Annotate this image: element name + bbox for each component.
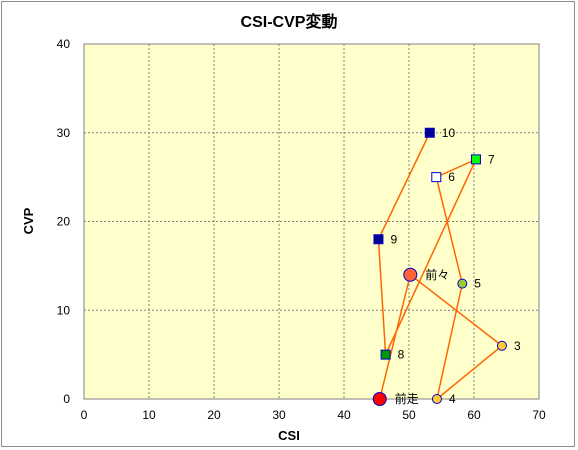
data-point-label: 3 — [514, 339, 521, 353]
series-line — [377, 132, 504, 401]
y-tick-label: 40 — [57, 37, 71, 51]
data-point-label: 前々 — [425, 267, 449, 282]
x-tick-label: 70 — [532, 408, 546, 422]
x-tick-label: 10 — [142, 408, 156, 422]
data-point-label: 前走 — [395, 391, 419, 406]
data-point-marker — [431, 172, 442, 183]
grid-layer — [84, 44, 539, 399]
y-axis-title: CVP — [21, 207, 36, 234]
tick-labels: 0 10 20 30 40 50 60 70 0 10 20 30 40 — [57, 37, 546, 422]
data-point-label: 8 — [398, 348, 405, 362]
data-point-label: 7 — [488, 152, 495, 166]
data-point-marker — [372, 392, 387, 406]
data-point-label: 10 — [442, 126, 456, 140]
x-axis-title: CSI — [278, 428, 300, 443]
x-tick-label: 0 — [81, 408, 88, 422]
x-tick-label: 20 — [207, 408, 221, 422]
data-point-label: 6 — [448, 170, 455, 184]
x-tick-label: 50 — [402, 408, 416, 422]
x-tick-label: 40 — [337, 408, 351, 422]
x-tick-label: 30 — [272, 408, 286, 422]
data-point-label: 5 — [474, 277, 481, 291]
y-tick-label: 0 — [63, 392, 70, 406]
x-tick-label: 60 — [467, 408, 481, 422]
y-tick-label: 20 — [57, 215, 71, 229]
data-point-marker — [380, 349, 391, 360]
data-point-marker — [496, 340, 507, 351]
data-point-marker — [431, 394, 442, 404]
data-point-label: 4 — [449, 392, 456, 406]
point-labels: 前走 前々 3 4 5 6 7 8 9 10 — [390, 126, 521, 406]
y-tick-label: 30 — [57, 126, 71, 140]
series-line-path — [377, 132, 504, 401]
data-point-marker — [403, 267, 418, 282]
y-tick-label: 10 — [57, 303, 71, 317]
plot-area — [83, 43, 540, 400]
data-point-marker — [457, 278, 468, 289]
data-point-marker — [373, 234, 384, 245]
data-point-marker — [424, 127, 435, 138]
chart-title: CSI-CVP変動 — [241, 12, 338, 31]
data-point-marker — [470, 154, 481, 165]
data-points — [372, 127, 507, 406]
data-point-label: 9 — [390, 232, 397, 246]
